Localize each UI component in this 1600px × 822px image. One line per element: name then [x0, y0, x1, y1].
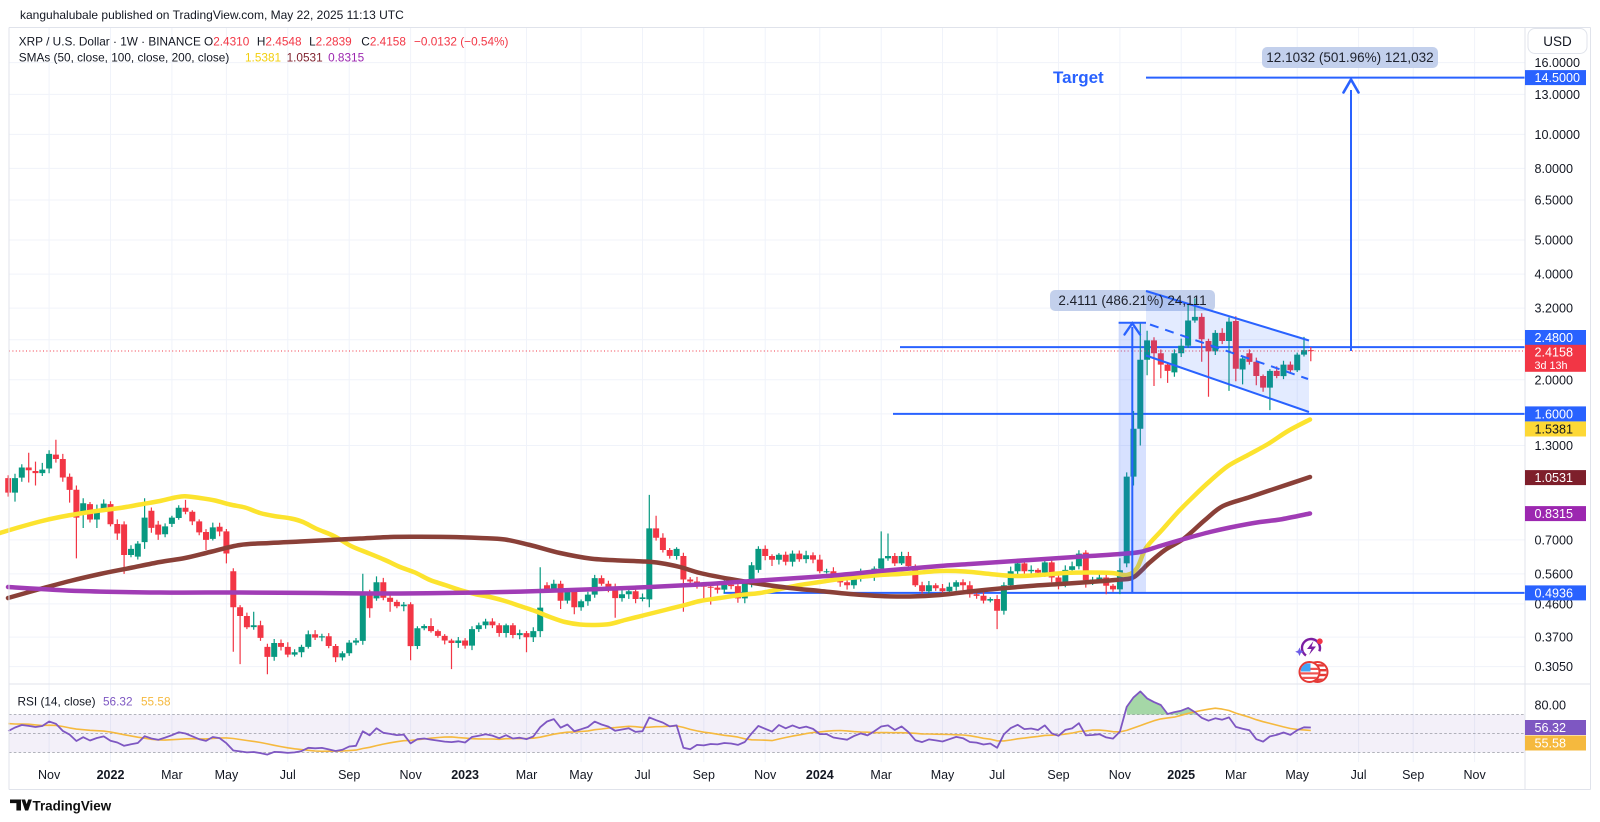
- svg-text:1.5381: 1.5381: [245, 51, 281, 65]
- svg-text:XRP / U.S. Dollar · 1W · BINAN: XRP / U.S. Dollar · 1W · BINANCE: [19, 35, 201, 49]
- svg-text:1.6000: 1.6000: [1535, 407, 1574, 421]
- svg-text:SMAs (50, close, 100, close, 2: SMAs (50, close, 100, close, 200, close): [19, 51, 230, 65]
- svg-text:0.7000: 0.7000: [1535, 533, 1574, 547]
- svg-text:Mar: Mar: [516, 768, 538, 782]
- svg-text:May: May: [931, 768, 955, 782]
- svg-text:0.5600: 0.5600: [1535, 567, 1574, 581]
- svg-text:H2.4548: H2.4548: [257, 35, 302, 49]
- svg-text:Sep: Sep: [1047, 768, 1069, 782]
- svg-text:56.32: 56.32: [103, 695, 133, 709]
- svg-text:Jul: Jul: [989, 768, 1005, 782]
- svg-text:14.5000: 14.5000: [1535, 71, 1581, 85]
- svg-text:0.3700: 0.3700: [1535, 631, 1574, 645]
- svg-text:56.32: 56.32: [1535, 721, 1567, 735]
- svg-text:5.0000: 5.0000: [1535, 234, 1574, 248]
- svg-text:0.3050: 0.3050: [1535, 660, 1574, 674]
- svg-text:2022: 2022: [97, 768, 125, 782]
- svg-text:55.58: 55.58: [1535, 736, 1567, 750]
- svg-text:2.4158: 2.4158: [1535, 345, 1574, 359]
- svg-text:0.4936: 0.4936: [1535, 586, 1574, 600]
- svg-text:C2.4158: C2.4158: [361, 35, 406, 49]
- svg-text:10.0000: 10.0000: [1535, 128, 1581, 142]
- svg-text:3.2000: 3.2000: [1535, 302, 1574, 316]
- svg-text:12.1032 (501.96%) 121,032: 12.1032 (501.96%) 121,032: [1266, 50, 1433, 65]
- svg-text:2.4800: 2.4800: [1535, 331, 1574, 345]
- svg-text:2025: 2025: [1167, 768, 1195, 782]
- svg-text:Nov: Nov: [1463, 768, 1486, 782]
- svg-text:6.5000: 6.5000: [1535, 194, 1574, 208]
- svg-text:8.0000: 8.0000: [1535, 162, 1574, 176]
- svg-text:0.8315: 0.8315: [328, 51, 365, 65]
- svg-text:TradingView: TradingView: [33, 799, 112, 814]
- svg-text:1.0531: 1.0531: [1535, 471, 1574, 485]
- svg-text:2.0000: 2.0000: [1535, 373, 1574, 387]
- svg-text:4.0000: 4.0000: [1535, 268, 1574, 282]
- svg-text:Sep: Sep: [1402, 768, 1424, 782]
- svg-text:−0.0132 (−0.54%): −0.0132 (−0.54%): [414, 35, 509, 49]
- svg-text:May: May: [1285, 768, 1309, 782]
- svg-text:1.0531: 1.0531: [287, 51, 323, 65]
- svg-text:1.5381: 1.5381: [1535, 422, 1574, 436]
- svg-text:May: May: [215, 768, 239, 782]
- svg-text:O2.4310: O2.4310: [204, 35, 250, 49]
- svg-text:Nov: Nov: [38, 768, 61, 782]
- svg-text:0.4600: 0.4600: [1535, 597, 1574, 611]
- svg-text:Mar: Mar: [1225, 768, 1247, 782]
- svg-text:Target: Target: [1053, 68, 1104, 87]
- svg-text:Jul: Jul: [1351, 768, 1367, 782]
- svg-text:Sep: Sep: [338, 768, 360, 782]
- svg-text:Nov: Nov: [399, 768, 422, 782]
- svg-text:Mar: Mar: [161, 768, 183, 782]
- svg-text:Nov: Nov: [754, 768, 777, 782]
- svg-text:L2.2839: L2.2839: [309, 35, 352, 49]
- svg-text:RSI (14, close): RSI (14, close): [18, 695, 96, 709]
- svg-text:kanguhalubale published on Tra: kanguhalubale published on TradingView.c…: [20, 8, 404, 22]
- svg-text:3d 13h: 3d 13h: [1535, 360, 1568, 372]
- svg-text:2024: 2024: [806, 768, 834, 782]
- svg-text:16.0000: 16.0000: [1535, 56, 1581, 70]
- svg-text:Nov: Nov: [1109, 768, 1132, 782]
- svg-text:Jul: Jul: [280, 768, 296, 782]
- svg-text:1.3000: 1.3000: [1535, 439, 1574, 453]
- svg-text:Mar: Mar: [870, 768, 892, 782]
- svg-text:80.00: 80.00: [1535, 699, 1567, 713]
- svg-text:13.0000: 13.0000: [1535, 88, 1581, 102]
- svg-text:2023: 2023: [451, 768, 479, 782]
- svg-text:2.4111 (486.21%) 24,111: 2.4111 (486.21%) 24,111: [1058, 293, 1206, 308]
- svg-text:May: May: [569, 768, 593, 782]
- svg-text:Jul: Jul: [635, 768, 651, 782]
- svg-text:55.58: 55.58: [141, 695, 171, 709]
- svg-text:USD: USD: [1543, 34, 1572, 49]
- svg-text:0.8315: 0.8315: [1535, 507, 1574, 521]
- svg-text:Sep: Sep: [693, 768, 715, 782]
